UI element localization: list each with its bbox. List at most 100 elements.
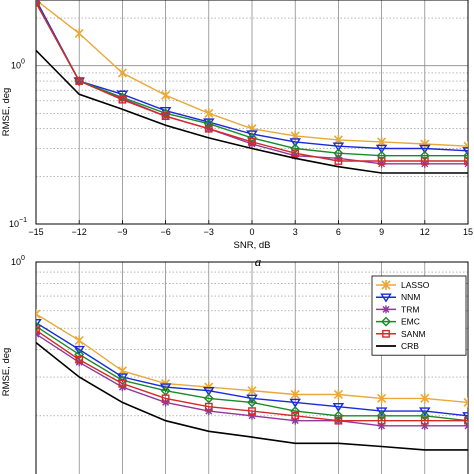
point-nnm: [203, 387, 215, 397]
point-trm: [420, 421, 429, 430]
legend-marker-trm: [382, 305, 390, 314]
point-nnm: [289, 138, 301, 148]
point-sanm: [161, 394, 170, 403]
point-emc: [376, 410, 387, 421]
point-emc: [36, 321, 41, 332]
point-lasso: [36, 309, 41, 320]
point-lasso: [463, 397, 468, 408]
y-tick-label: 100: [11, 255, 25, 267]
x-axis-label: SNR, dB: [234, 240, 271, 251]
point-sanm: [377, 157, 386, 165]
x-axis: −15 −12 −9 −6 −3 0 3 6 9 12 15: [28, 220, 473, 237]
series-group: [36, 309, 468, 451]
point-trm: [248, 140, 256, 149]
legend-label-sanm: SANM: [401, 329, 426, 339]
point-nnm: [289, 398, 301, 408]
x-tick-label: 15: [463, 227, 473, 237]
point-sanm: [291, 411, 300, 420]
point-sanm: [420, 157, 429, 165]
point-trm: [377, 421, 386, 430]
point-sanm: [291, 149, 300, 158]
point-nnm: [246, 130, 258, 140]
point-emc: [463, 150, 468, 161]
legend-box: [371, 275, 467, 356]
legend-marker-emc: [381, 316, 391, 327]
point-trm: [248, 411, 256, 420]
point-emc: [419, 410, 430, 421]
y-tick-label: 10−1: [9, 217, 27, 229]
point-lasso: [420, 393, 430, 404]
legend-label-nnm: NNM: [401, 292, 420, 302]
legend-marker-lasso: [381, 280, 391, 290]
point-sanm: [334, 416, 343, 425]
point-nnm: [375, 407, 388, 417]
point-sanm: [36, 0, 40, 7]
x-tick-label: 6: [336, 227, 341, 237]
series-line-sanm: [36, 329, 468, 422]
point-emc: [290, 143, 301, 154]
plot-frame: [35, 261, 469, 474]
point-lasso: [463, 141, 468, 152]
point-nnm: [462, 147, 468, 157]
point-lasso: [74, 28, 84, 39]
point-emc: [419, 150, 430, 161]
point-sanm: [75, 355, 84, 364]
point-emc: [247, 397, 257, 408]
y-axis-label: RMSE, deg: [1, 348, 12, 397]
point-nnm: [246, 394, 258, 404]
point-lasso: [420, 139, 430, 150]
point-nnm: [419, 144, 431, 154]
point-emc: [74, 349, 85, 360]
legend-label-crb: CRB: [401, 341, 419, 351]
point-sanm: [161, 112, 170, 121]
point-emc: [376, 150, 387, 161]
point-lasso: [333, 389, 343, 400]
point-lasso: [161, 90, 171, 101]
point-nnm: [375, 144, 388, 154]
point-emc: [160, 108, 171, 119]
point-sanm: [248, 138, 256, 146]
point-sanm: [118, 379, 127, 388]
point-nnm: [462, 412, 468, 422]
point-sanm: [204, 402, 213, 411]
point-lasso: [290, 389, 300, 400]
point-nnm: [332, 142, 345, 152]
series-line-emc: [36, 2, 468, 157]
point-sanm: [420, 416, 429, 425]
x-tick-label: 3: [293, 227, 298, 237]
point-nnm: [36, 318, 42, 328]
grid: [36, 0, 468, 224]
x-tick-label: 9: [379, 227, 384, 237]
point-lasso: [117, 67, 127, 78]
point-nnm: [159, 383, 172, 393]
series-line-emc: [36, 325, 468, 422]
point-sanm: [75, 77, 84, 85]
y-axis: 100 10−1: [9, 59, 27, 229]
x-tick-label: 0: [249, 227, 254, 237]
y-axis: 100: [11, 255, 25, 267]
legend-marker-sanm: [382, 329, 390, 338]
point-emc: [203, 118, 214, 129]
x-tick-label: 12: [420, 227, 430, 237]
point-sanm: [464, 157, 468, 165]
legend-label-trm: TRM: [401, 304, 419, 314]
y-axis-label: RMSE, deg: [1, 88, 12, 137]
point-sanm: [464, 416, 468, 425]
legend-marker-nnm: [380, 293, 392, 303]
point-nnm: [332, 402, 345, 412]
point-nnm: [73, 345, 85, 355]
point-trm: [161, 398, 170, 407]
point-sanm: [334, 157, 343, 165]
chart-b: 100 RMSE, deg LASSO NNM TRM EMC SANM CRB: [1, 255, 469, 474]
point-emc: [203, 393, 214, 404]
point-trm: [291, 416, 300, 425]
point-lasso: [377, 393, 387, 404]
point-trm: [118, 94, 127, 103]
series-group: [36, 0, 468, 174]
point-sanm: [36, 326, 40, 335]
point-sanm: [377, 416, 386, 425]
x-tick-label: −9: [117, 227, 127, 237]
y-tick-label: 100: [11, 59, 25, 71]
